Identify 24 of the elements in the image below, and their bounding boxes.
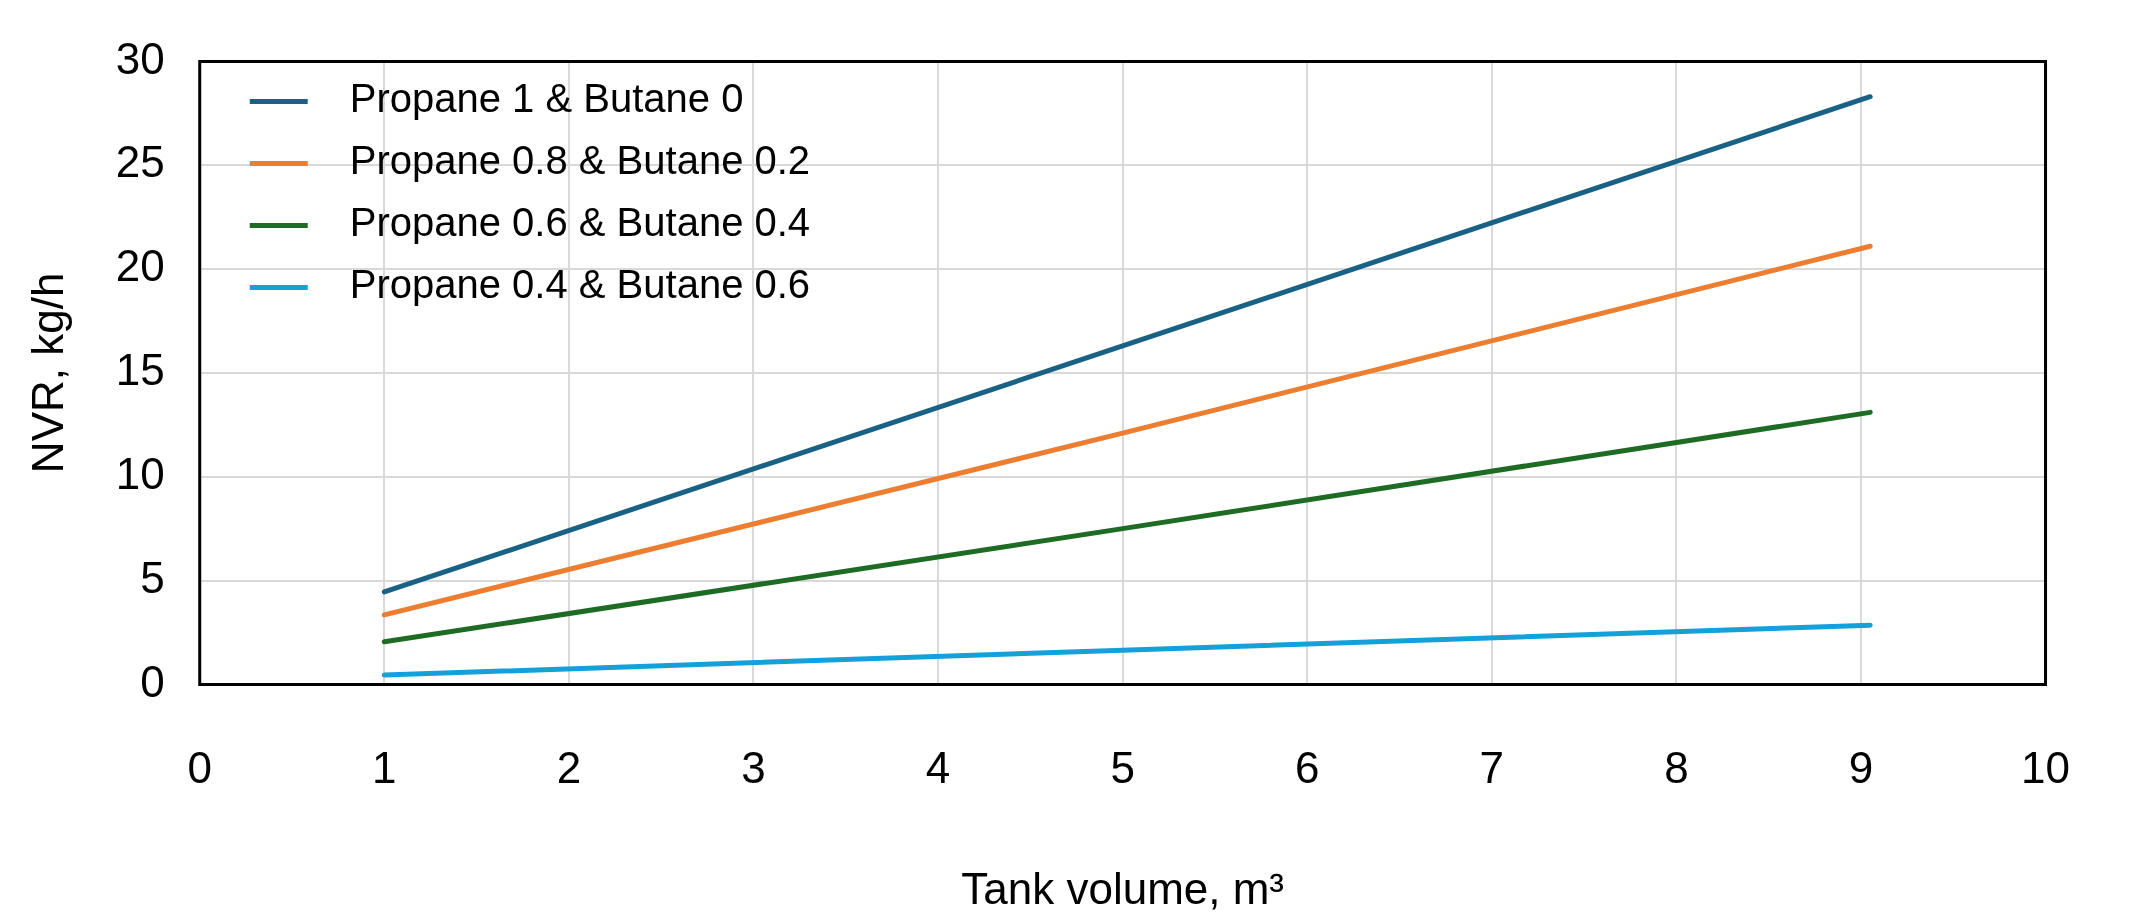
x-tick-label: 1 — [372, 742, 397, 792]
y-axis-title: NVR, kg/h — [22, 272, 72, 474]
x-axis-title: Tank volume, m³ — [961, 863, 1285, 913]
y-tick-label: 15 — [115, 345, 165, 395]
y-tick-label: 20 — [115, 241, 165, 291]
x-tick-label: 2 — [556, 742, 582, 792]
x-tick-label: 7 — [1479, 742, 1505, 792]
y-tick-label: 10 — [115, 448, 165, 498]
y-tick-label: 30 — [115, 33, 165, 83]
x-tick-label: 6 — [1294, 742, 1320, 792]
x-tick-label: 10 — [2021, 742, 2071, 792]
x-tick-label: 4 — [925, 742, 951, 792]
x-tick-label: 3 — [741, 742, 766, 792]
legend-label: Propane 1 & Butane 0 — [349, 76, 744, 121]
legend-label: Propane 0.8 & Butane 0.2 — [349, 138, 811, 183]
legend-label: Propane 0.4 & Butane 0.6 — [349, 262, 811, 307]
y-tick-label: 25 — [115, 137, 165, 187]
x-tick-label: 8 — [1664, 742, 1689, 792]
x-tick-label: 5 — [1110, 742, 1135, 792]
y-tick-label: 5 — [140, 552, 165, 602]
y-tick-label: 0 — [140, 656, 165, 706]
x-tick-label: 0 — [187, 742, 212, 792]
x-tick-label: 9 — [1848, 742, 1874, 792]
legend-label: Propane 0.6 & Butane 0.4 — [349, 200, 811, 245]
